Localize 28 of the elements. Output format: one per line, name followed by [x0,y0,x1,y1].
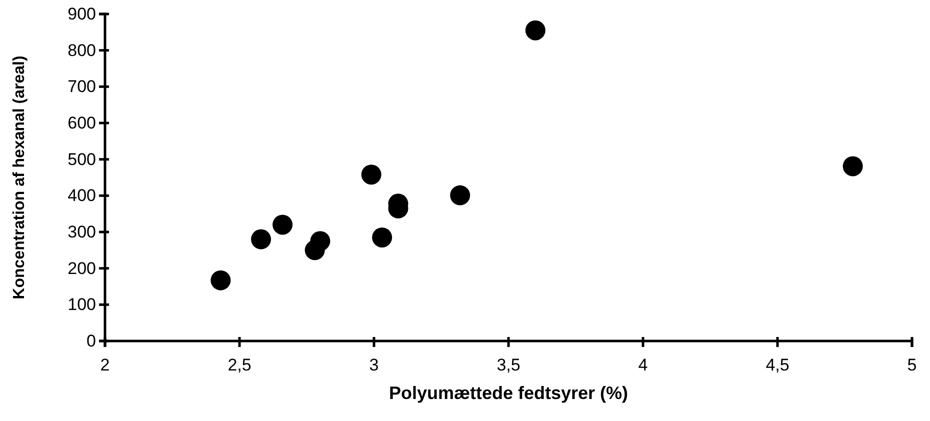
x-tick-label: 5 [907,355,917,374]
x-axis-title: Polyumættede fedtsyrer (%) [388,383,628,403]
y-tick-label: 800 [68,40,96,60]
point [372,227,392,248]
point [251,229,272,250]
point [842,156,863,176]
x-tick-label: 4,5 [766,355,790,374]
point [361,164,382,185]
point [210,270,231,290]
y-tick-label: 700 [68,77,96,96]
y-tick-label: 400 [68,186,96,206]
y-tick-label: 100 [68,295,96,314]
point [310,231,330,252]
x-tick-label: 4 [638,355,648,374]
y-tick-label: 900 [68,4,96,24]
y-tick-label: 600 [68,113,96,132]
point [525,20,546,40]
y-tick-label: 200 [68,258,96,278]
point [272,214,293,235]
x-tick-label: 2 [100,355,110,374]
x-tick-label: 3,5 [496,355,520,374]
x-tick-label: 2,5 [228,355,252,374]
y-tick-label: 300 [68,222,96,242]
y-tick-label: 500 [68,150,96,169]
y-axis-title: Koncentration af hexanal (areal) [11,56,28,300]
point [450,185,470,206]
x-tick-label: 3 [369,355,379,374]
y-tick-label: 0 [86,331,96,350]
